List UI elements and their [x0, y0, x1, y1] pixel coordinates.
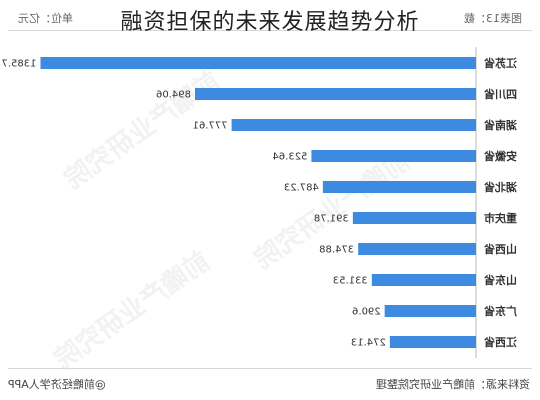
data-label: 1385.7 — [1, 59, 36, 70]
category-label: 四川省 — [484, 87, 517, 101]
bar — [352, 212, 476, 224]
category-label: 广东省 — [484, 304, 517, 318]
category-label: 山东省 — [484, 273, 517, 287]
data-label: 391.78 — [314, 214, 349, 225]
data-label: 777.61 — [193, 121, 228, 132]
category-label: 江苏省 — [484, 56, 517, 70]
data-label: 374.88 — [319, 245, 354, 256]
bar — [389, 336, 476, 348]
header-divider — [8, 30, 532, 31]
data-label: 487.23 — [284, 183, 319, 194]
category-label: 重庆市 — [484, 211, 517, 225]
bar — [322, 181, 476, 193]
footer-divider — [8, 368, 532, 369]
category-label: 江西省 — [484, 335, 517, 349]
category-label: 山西省 — [484, 242, 517, 256]
data-label: 894.06 — [156, 90, 191, 101]
category-label: 湖北省 — [484, 180, 517, 194]
bar — [231, 119, 476, 131]
bar — [384, 305, 476, 317]
bar — [371, 274, 476, 286]
bar — [311, 150, 476, 162]
bar — [358, 243, 476, 255]
category-label: 安徽省 — [484, 149, 517, 163]
category-label: 湖南省 — [484, 118, 517, 132]
page-title: 融资担保的未来发展趋势分析 — [120, 10, 420, 35]
source-label: 资料来源：前瞻产业研究院整理 — [376, 378, 530, 391]
data-label: 331.53 — [333, 276, 368, 287]
data-label: 523.64 — [272, 152, 307, 163]
bar — [40, 57, 476, 69]
data-label: 274.13 — [351, 338, 386, 349]
bar — [195, 88, 477, 100]
data-label: 290.6 — [352, 307, 381, 318]
brand-label: @前瞻经济学人APP — [8, 378, 106, 391]
